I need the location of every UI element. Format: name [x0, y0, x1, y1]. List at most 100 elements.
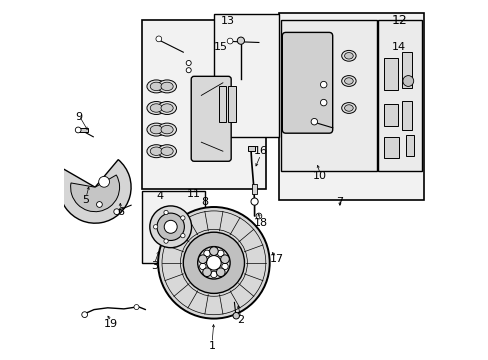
Circle shape — [209, 247, 218, 256]
Circle shape — [163, 239, 168, 243]
Text: 18: 18 — [253, 218, 267, 228]
Ellipse shape — [150, 104, 162, 112]
Text: 15: 15 — [214, 42, 227, 52]
Bar — [281, 20, 376, 171]
Circle shape — [402, 76, 413, 86]
Wedge shape — [70, 175, 120, 212]
Bar — [213, 14, 278, 137]
Ellipse shape — [158, 102, 176, 114]
Circle shape — [197, 247, 230, 279]
Circle shape — [156, 36, 162, 42]
Text: 12: 12 — [390, 14, 407, 27]
Circle shape — [232, 312, 239, 319]
Circle shape — [250, 198, 258, 205]
Circle shape — [99, 176, 109, 187]
Ellipse shape — [158, 80, 176, 93]
Bar — [278, 13, 423, 200]
Bar — [401, 101, 411, 130]
Ellipse shape — [150, 147, 162, 156]
Bar — [79, 128, 88, 132]
Bar — [378, 20, 421, 171]
Circle shape — [320, 81, 326, 88]
Circle shape — [158, 207, 269, 319]
Ellipse shape — [344, 105, 352, 111]
Bar — [405, 135, 413, 156]
Text: 16: 16 — [253, 146, 267, 156]
Text: 2: 2 — [237, 315, 244, 325]
Circle shape — [256, 213, 261, 219]
Text: 3: 3 — [151, 261, 158, 271]
Circle shape — [227, 38, 232, 44]
Wedge shape — [59, 159, 131, 223]
Ellipse shape — [150, 82, 162, 91]
Circle shape — [157, 213, 184, 240]
Ellipse shape — [344, 78, 352, 84]
Circle shape — [163, 210, 168, 215]
Text: 17: 17 — [269, 254, 284, 264]
Circle shape — [203, 268, 211, 276]
Bar — [218, 86, 226, 122]
Bar — [228, 86, 236, 122]
Circle shape — [221, 263, 228, 270]
Ellipse shape — [158, 145, 176, 158]
Circle shape — [210, 271, 217, 278]
Circle shape — [199, 263, 205, 270]
Text: 8: 8 — [201, 197, 208, 207]
Ellipse shape — [341, 76, 355, 86]
Text: 5: 5 — [82, 195, 89, 205]
Ellipse shape — [146, 80, 165, 93]
Circle shape — [198, 255, 207, 264]
Text: 13: 13 — [221, 16, 235, 26]
Text: 7: 7 — [336, 197, 343, 207]
Circle shape — [181, 234, 184, 238]
Bar — [142, 191, 204, 263]
Text: 1: 1 — [208, 341, 215, 351]
Ellipse shape — [161, 82, 173, 91]
Ellipse shape — [146, 102, 165, 114]
Circle shape — [206, 256, 221, 270]
Bar — [384, 137, 398, 158]
Text: 11: 11 — [187, 189, 201, 199]
Circle shape — [81, 312, 87, 318]
Text: 4: 4 — [156, 191, 163, 201]
Circle shape — [220, 255, 229, 264]
Circle shape — [237, 37, 244, 44]
Bar — [401, 52, 411, 88]
Circle shape — [181, 216, 184, 220]
Circle shape — [114, 209, 120, 215]
Ellipse shape — [341, 50, 355, 61]
FancyBboxPatch shape — [282, 32, 332, 133]
Text: 10: 10 — [312, 171, 326, 181]
Bar — [142, 20, 265, 189]
Circle shape — [153, 225, 158, 229]
Circle shape — [75, 127, 81, 133]
Bar — [247, 146, 254, 151]
Circle shape — [96, 202, 102, 207]
Circle shape — [216, 268, 224, 276]
Circle shape — [203, 250, 210, 257]
Ellipse shape — [146, 123, 165, 136]
Circle shape — [186, 68, 191, 73]
Text: 14: 14 — [391, 42, 406, 52]
Bar — [151, 224, 167, 230]
Text: 6: 6 — [117, 207, 123, 217]
Bar — [384, 58, 397, 90]
Ellipse shape — [161, 147, 173, 156]
FancyBboxPatch shape — [191, 76, 231, 161]
Circle shape — [164, 220, 177, 233]
Circle shape — [149, 206, 191, 248]
Bar — [252, 184, 257, 194]
Bar — [384, 104, 397, 126]
Ellipse shape — [158, 123, 176, 136]
Circle shape — [134, 305, 139, 310]
Ellipse shape — [150, 125, 162, 134]
Circle shape — [183, 232, 244, 293]
Circle shape — [186, 60, 191, 66]
Ellipse shape — [341, 103, 355, 113]
Ellipse shape — [146, 145, 165, 158]
Circle shape — [320, 99, 326, 106]
Circle shape — [310, 118, 317, 125]
Ellipse shape — [161, 104, 173, 112]
Ellipse shape — [344, 53, 352, 59]
Text: 9: 9 — [75, 112, 82, 122]
